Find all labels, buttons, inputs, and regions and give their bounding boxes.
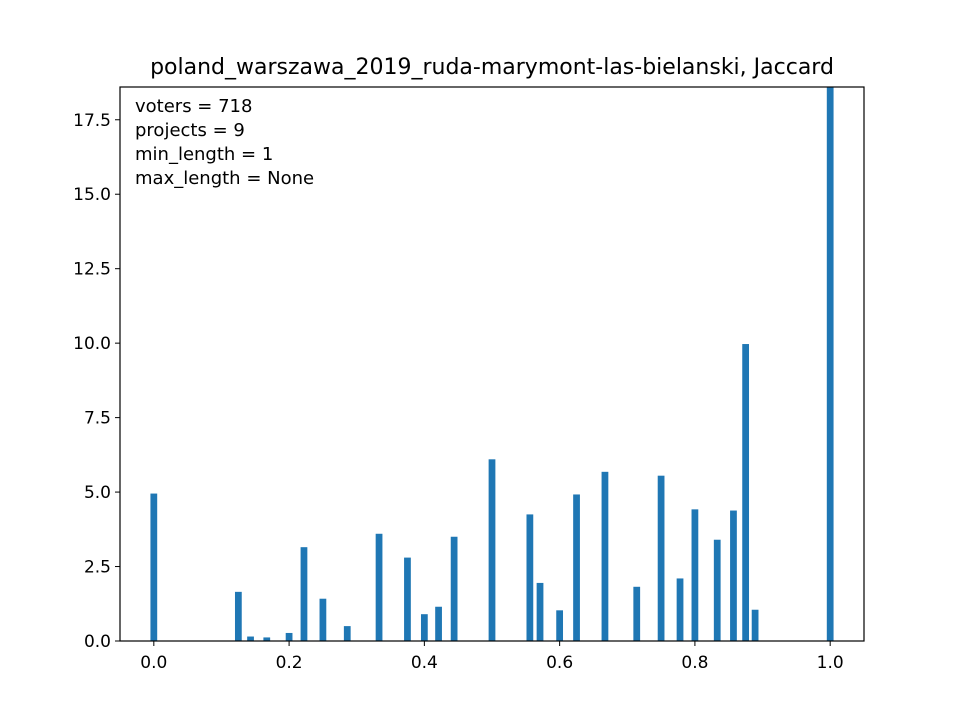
bars-group (150, 87, 834, 641)
x-tick-label: 0.2 (276, 653, 303, 673)
bar (556, 610, 564, 641)
y-tick-label: 15.0 (73, 185, 111, 205)
x-tick-label: 0.8 (681, 653, 708, 673)
bar (285, 632, 293, 641)
bar (343, 626, 351, 641)
bar (657, 475, 665, 641)
bar (742, 344, 750, 641)
bar (826, 87, 834, 641)
bar (375, 533, 383, 641)
bar (404, 557, 411, 641)
bar (234, 591, 242, 641)
y-tick-label: 2.5 (84, 558, 111, 578)
y-tick-label: 5.0 (84, 483, 111, 503)
y-tick-label: 7.5 (84, 409, 111, 429)
bar (488, 459, 496, 641)
y-tick-label: 17.5 (73, 111, 111, 131)
annotation-line: max_length = None (135, 168, 314, 189)
plot-frame (119, 86, 865, 642)
bar (676, 578, 684, 641)
bar (601, 471, 609, 641)
bar (573, 494, 580, 641)
chart-title: poland_warszawa_2019_ruda-marymont-las-b… (150, 55, 834, 80)
bar (300, 547, 308, 641)
annotation-line: voters = 718 (135, 96, 252, 117)
bar (319, 598, 327, 641)
y-tick-label: 10.0 (73, 334, 111, 354)
bar (691, 509, 699, 641)
annotation-block: voters = 718 projects = 9 min_length = 1 ma… (135, 96, 314, 189)
bar (536, 582, 544, 641)
bar (633, 586, 641, 641)
bar (420, 614, 428, 641)
x-tick-label: 0.4 (411, 653, 438, 673)
bar (713, 539, 721, 641)
bar (751, 609, 759, 641)
x-tick-label: 0.6 (546, 653, 573, 673)
annotation-line: projects = 9 (135, 120, 245, 141)
bar (263, 637, 271, 641)
bar (247, 636, 254, 641)
y-axis: 0.0 2.5 5.0 7.5 10.0 12.5 15.0 17.5 (73, 111, 120, 652)
y-tick-label: 12.5 (73, 260, 111, 280)
x-tick-label: 0.0 (140, 653, 167, 673)
bar (526, 514, 534, 641)
bar (730, 510, 737, 641)
bar (450, 536, 458, 641)
bar (150, 493, 158, 641)
x-tick-label: 1.0 (817, 653, 844, 673)
y-tick-label: 0.0 (84, 632, 111, 652)
bar (435, 606, 442, 641)
annotation-line: min_length = 1 (135, 144, 273, 165)
x-axis: 0.0 0.2 0.4 0.6 0.8 1.0 (140, 641, 844, 673)
